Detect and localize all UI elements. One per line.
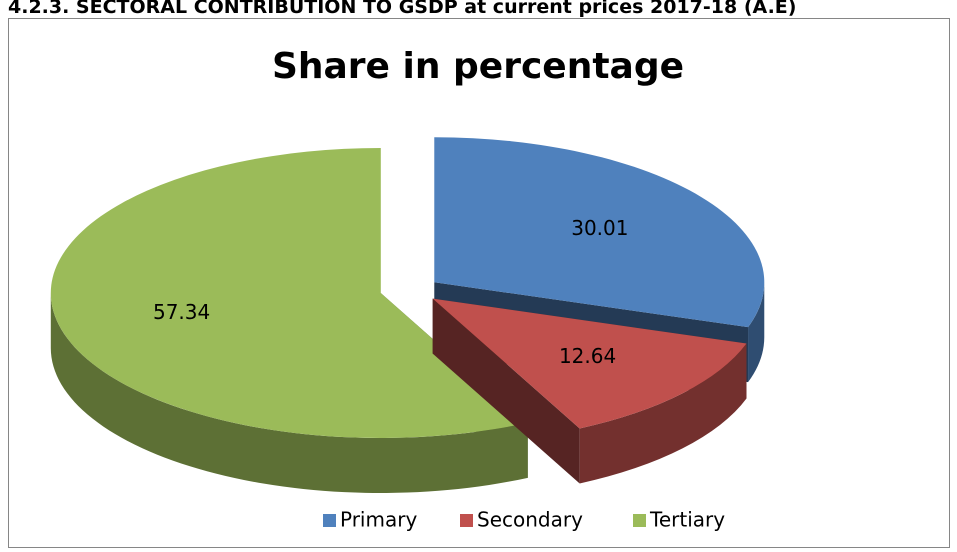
legend-swatch	[460, 514, 473, 527]
chart-title: Share in percentage	[272, 46, 684, 87]
data-label: 57.34	[153, 300, 210, 324]
page-heading: 4.2.3. SECTORAL CONTRIBUTION TO GSDP at …	[8, 0, 796, 18]
slice-wall	[748, 282, 765, 383]
slice	[432, 298, 747, 429]
legend-swatch	[323, 514, 336, 527]
data-label: 12.64	[559, 344, 616, 368]
pie: 30.01 12.64 57.34	[50, 137, 765, 494]
data-label: 30.01	[571, 216, 628, 240]
slice	[434, 137, 765, 328]
slice-wall	[50, 293, 528, 494]
legend-swatch	[633, 514, 646, 527]
legend: Primary Secondary Tertiary	[323, 508, 725, 532]
slice-wall	[579, 343, 747, 484]
slice	[50, 148, 528, 439]
legend-label: Primary	[340, 508, 417, 532]
legend-label: Tertiary	[649, 508, 725, 532]
legend-label: Secondary	[477, 508, 583, 532]
slice-cut-face	[432, 298, 580, 484]
